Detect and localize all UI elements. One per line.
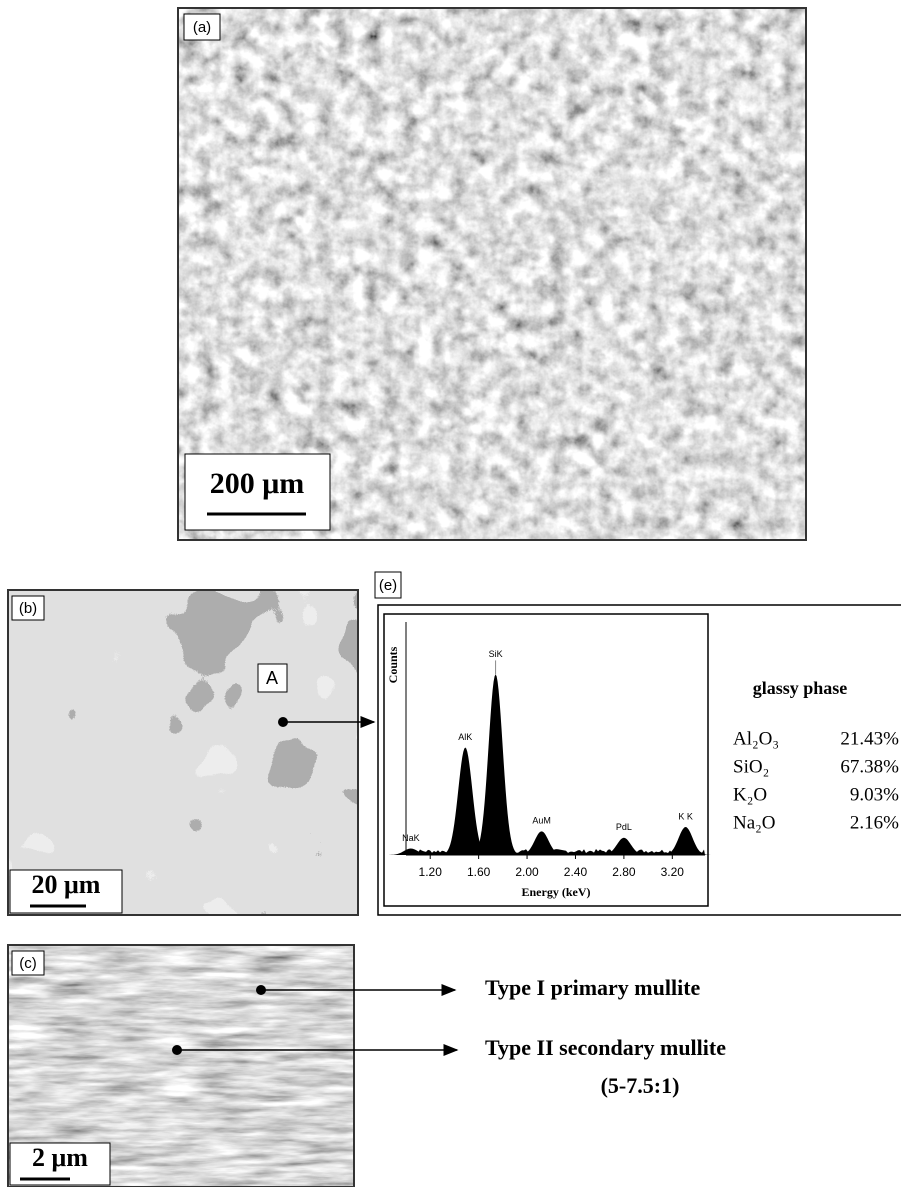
- scale-bar-label: 2 μm: [32, 1143, 88, 1172]
- scale-bar-label: 200 μm: [210, 467, 305, 500]
- fraction: 9.03%: [850, 784, 899, 805]
- point-label: A: [266, 668, 278, 688]
- panel-b: (b) A 20 μm: [8, 590, 374, 915]
- y-axis-label: Counts: [386, 646, 400, 683]
- panel-label: (c): [19, 955, 37, 972]
- peak-label: AuM: [532, 816, 551, 826]
- annotation: Type II secondary mullite: [485, 1035, 726, 1060]
- peak-label: AlK: [458, 732, 472, 742]
- oxide: SiO₂: [733, 756, 769, 777]
- x-tick-label: 2.80: [612, 865, 636, 879]
- annotation: Type I primary mullite: [485, 975, 701, 1000]
- peak-label: PdL: [616, 822, 632, 832]
- panel-label: (e): [379, 577, 397, 594]
- table-title: glassy phase: [753, 678, 848, 698]
- peak-label: K K: [678, 811, 693, 821]
- peak-label: NaK: [402, 833, 420, 843]
- x-tick-label: 1.20: [419, 865, 443, 879]
- oxide: K₂O: [733, 784, 767, 805]
- fraction: 21.43%: [840, 728, 899, 749]
- x-tick-label: 3.20: [661, 865, 685, 879]
- oxide: Na₂O: [733, 812, 776, 833]
- figure: (a) 200 μm (b) A 20 μm (e) 1.20 1.60 2.00 2…: [0, 0, 901, 1187]
- sem-image: [8, 590, 358, 915]
- fraction: 67.38%: [840, 756, 899, 777]
- x-tick-label: 2.40: [564, 865, 588, 879]
- x-tick-label: 2.00: [515, 865, 539, 879]
- panel-c: (c) Type I primary mullite Type II secon…: [8, 945, 726, 1187]
- oxide: Al₂O₃: [733, 728, 779, 749]
- peak-label: SiK: [489, 649, 503, 659]
- panel-label: (b): [19, 600, 37, 617]
- spectrum-box: [384, 614, 708, 906]
- x-tick-label: 1.60: [467, 865, 491, 879]
- x-axis-label: Energy (keV): [522, 885, 591, 899]
- fraction: 2.16%: [850, 812, 899, 833]
- panel-label: (a): [193, 19, 211, 36]
- scale-bar-label: 20 μm: [32, 870, 101, 899]
- panel-a: (a) 200 μm: [178, 8, 806, 540]
- composition-table: Al₂O₃ 21.43% SiO₂ 67.38% K₂O 9.03% Na₂O 2.16%: [733, 728, 899, 833]
- ratio: (5-7.5:1): [601, 1073, 680, 1098]
- panel-e: (e) 1.20 1.60 2.00 2.40 2.80 3.20 NaK AlK SiK AuM…: [375, 572, 901, 915]
